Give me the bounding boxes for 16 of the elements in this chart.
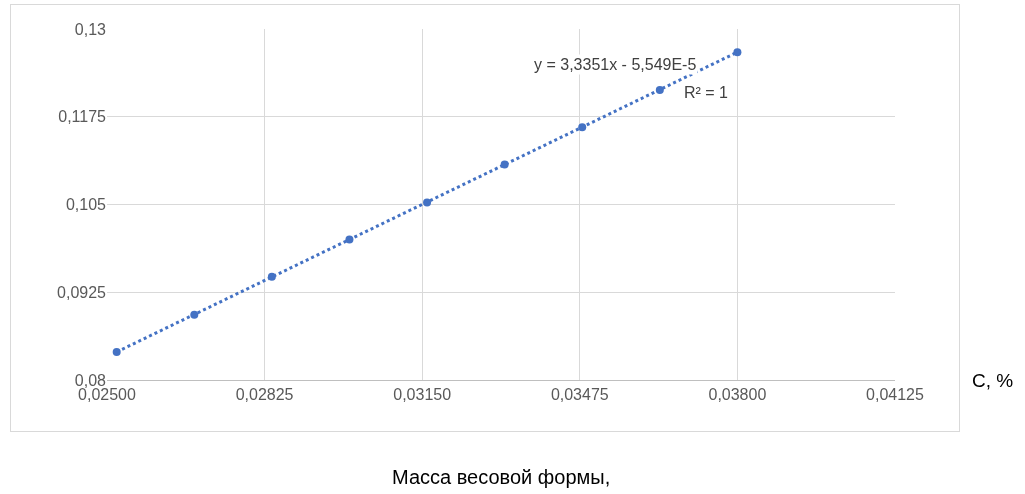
text: Масса весовой формы, (392, 466, 611, 488)
x-tick-label: 0,03800 (708, 386, 767, 404)
annotation: R² = 1 (684, 84, 729, 101)
x-tick-label: 0,03475 (550, 386, 609, 404)
x-axis-title: C, % (972, 370, 1014, 391)
y-tick-label: 0,13 (74, 20, 107, 38)
y-tick-label: 0,1175 (58, 108, 107, 126)
y-tick-label: 0,105 (65, 196, 107, 214)
x-tick-label: 0,02825 (235, 386, 294, 404)
x-tick-label: 0,02500 (78, 386, 137, 404)
x-tick-label: 0,04125 (866, 386, 925, 404)
y-tick-label: 0,0925 (57, 283, 107, 301)
annotation: y = 3,3351x - 5,549E-5 (534, 56, 697, 73)
x-tick-label: 0,03150 (393, 386, 452, 404)
point (733, 48, 742, 57)
y-tick-label: 0,08 (74, 371, 107, 389)
